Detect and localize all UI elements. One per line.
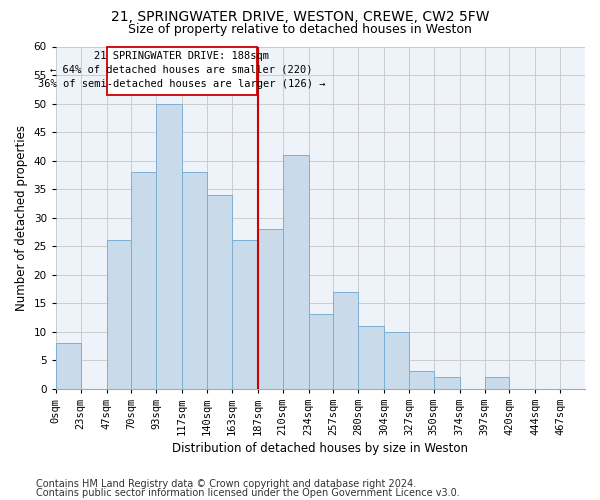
Bar [358, 326, 384, 388]
Bar [308, 314, 334, 388]
Bar [232, 240, 258, 388]
X-axis label: Distribution of detached houses by size in Weston: Distribution of detached houses by size … [172, 442, 469, 455]
Bar [434, 377, 460, 388]
Bar [107, 46, 257, 95]
Bar [283, 155, 308, 388]
Text: 21, SPRINGWATER DRIVE, WESTON, CREWE, CW2 5FW: 21, SPRINGWATER DRIVE, WESTON, CREWE, CW… [111, 10, 489, 24]
Text: 36% of semi-detached houses are larger (126) →: 36% of semi-detached houses are larger (… [38, 79, 325, 89]
Bar [207, 194, 232, 388]
Bar [131, 172, 156, 388]
Bar [107, 240, 131, 388]
Bar [182, 172, 207, 388]
Bar [409, 372, 434, 388]
Text: Contains HM Land Registry data © Crown copyright and database right 2024.: Contains HM Land Registry data © Crown c… [36, 479, 416, 489]
Text: Size of property relative to detached houses in Weston: Size of property relative to detached ho… [128, 22, 472, 36]
Text: ← 64% of detached houses are smaller (220): ← 64% of detached houses are smaller (22… [50, 64, 313, 74]
Bar [258, 229, 283, 388]
Bar [485, 377, 509, 388]
Text: Contains public sector information licensed under the Open Government Licence v3: Contains public sector information licen… [36, 488, 460, 498]
Bar [56, 343, 80, 388]
Bar [156, 104, 182, 389]
Bar [384, 332, 409, 388]
Text: 21 SPRINGWATER DRIVE: 188sqm: 21 SPRINGWATER DRIVE: 188sqm [94, 51, 269, 61]
Y-axis label: Number of detached properties: Number of detached properties [15, 124, 28, 310]
Bar [334, 292, 358, 388]
